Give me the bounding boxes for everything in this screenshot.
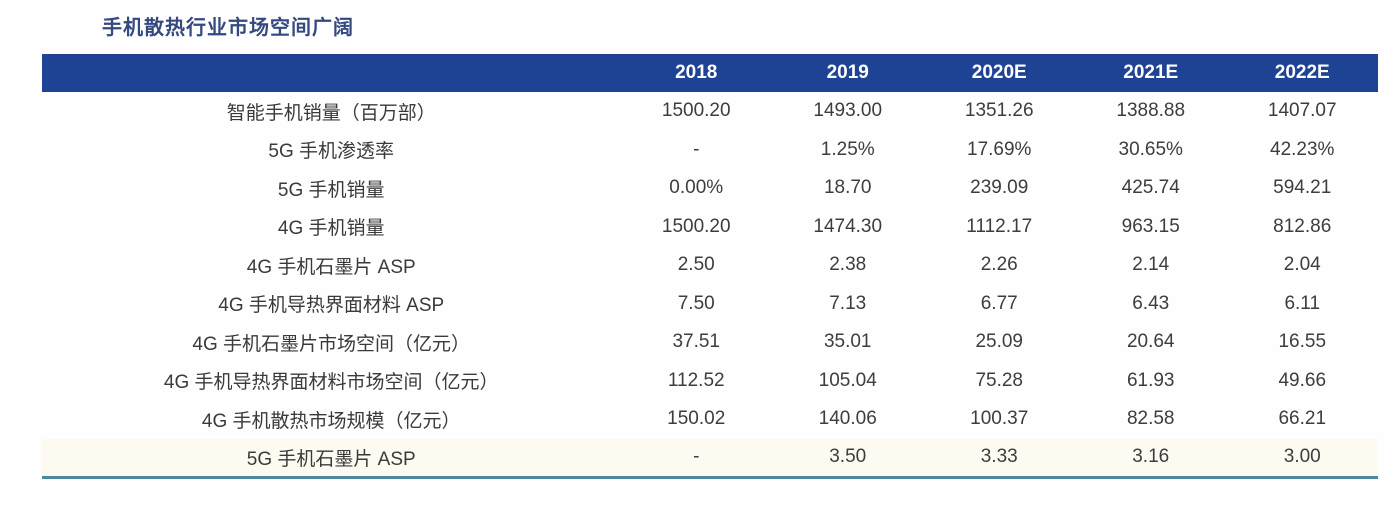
- cell-value: 100.37: [970, 408, 1029, 430]
- cell-value: 1500.20: [661, 215, 731, 237]
- cell-value: 1112.17: [966, 215, 1033, 237]
- cell-value: 1351.26: [964, 100, 1034, 122]
- cell-value: 0.00%: [669, 177, 724, 199]
- row-label: 智能手机销量（百万部）: [226, 102, 436, 124]
- cell-value: 1500.20: [661, 100, 731, 122]
- table-row: 5G 手机石墨片 ASP - 3.50 3.33 3.16 3.00: [42, 438, 1378, 477]
- row-label: 5G 手机销量: [277, 179, 385, 201]
- year-column-header: 2021E: [1123, 62, 1179, 83]
- market-size-table: 2018 2019 2020E 2021E 2022E 智能手机销量（百万部） 1500.…: [42, 54, 1378, 479]
- cell-value: 42.23%: [1270, 138, 1335, 160]
- table-row: 4G 手机销量 1500.20 1474.30 1112.17 963.15 812.86: [42, 208, 1378, 247]
- cell-value: 17.69%: [967, 138, 1032, 160]
- cell-value: 61.93: [1126, 369, 1175, 391]
- cell-value: 150.02: [667, 408, 726, 430]
- row-label: 4G 手机销量: [277, 218, 385, 240]
- cell-value: 2.14: [1132, 254, 1170, 276]
- cell-value: 594.21: [1273, 177, 1332, 199]
- cell-value: 105.04: [818, 369, 877, 391]
- cell-value: 35.01: [823, 331, 872, 353]
- row-label: 4G 手机导热界面材料市场空间（亿元）: [163, 372, 499, 394]
- row-label: 5G 手机渗透率: [268, 141, 395, 163]
- row-label: 4G 手机石墨片 ASP: [246, 256, 416, 278]
- cell-value: 2.38: [829, 254, 867, 276]
- cell-value: 7.13: [829, 292, 867, 314]
- row-label: 5G 手机石墨片 ASP: [246, 448, 416, 470]
- table-row: 4G 手机石墨片 ASP 2.50 2.38 2.26 2.14 2.04: [42, 246, 1378, 285]
- cell-value: 20.64: [1126, 331, 1175, 353]
- cell-value: 1388.88: [1116, 100, 1186, 122]
- cell-value: 37.51: [672, 331, 720, 353]
- market-size-table-section: 手机散热行业市场空间广阔 2018 2019 2020E 2021E 2022E 智能手…: [42, 14, 1378, 479]
- cell-value: 66.21: [1278, 408, 1327, 430]
- table-row: 4G 手机石墨片市场空间（亿元） 37.51 35.01 25.09 20.64 16.5…: [42, 323, 1378, 362]
- cell-value: 16.55: [1278, 331, 1327, 353]
- cell-value: 3.33: [980, 446, 1018, 467]
- cell-value: 6.77: [980, 292, 1018, 314]
- cell-value: 30.65%: [1118, 138, 1183, 160]
- cell-value: 75.28: [975, 369, 1023, 391]
- cell-value: 425.74: [1121, 177, 1180, 199]
- cell-value: 6.43: [1132, 292, 1170, 314]
- table-header: 2018 2019 2020E 2021E 2022E: [42, 54, 1378, 92]
- label-column-header: [42, 54, 620, 92]
- cell-value: 7.50: [677, 292, 715, 314]
- cell-value: 112.52: [667, 369, 725, 391]
- cell-value: 3.16: [1132, 446, 1170, 467]
- cell-value: 2.26: [980, 254, 1018, 276]
- cell-value: 49.66: [1278, 369, 1327, 391]
- cell-value: 6.11: [1284, 292, 1321, 314]
- table-row: 5G 手机渗透率 - 1.25% 17.69% 30.65% 42.23%: [42, 131, 1378, 170]
- row-label: 4G 手机导热界面材料 ASP: [218, 295, 445, 317]
- table-body: 智能手机销量（百万部） 1500.20 1493.00 1351.26 1388.88 1…: [42, 92, 1378, 477]
- cell-value: 3.50: [829, 446, 867, 467]
- year-column-header: 2018: [675, 62, 718, 83]
- cell-value: 140.06: [818, 408, 877, 430]
- year-column-header: 2020E: [971, 62, 1027, 83]
- table-row: 4G 手机散热市场规模（亿元） 150.02 140.06 100.37 82.58 66…: [42, 400, 1378, 439]
- cell-value: 239.09: [970, 177, 1029, 199]
- cell-value: 1.25%: [820, 138, 875, 160]
- cell-value: 25.09: [975, 331, 1023, 353]
- cell-value: 2.04: [1283, 254, 1321, 276]
- header-row: 2018 2019 2020E 2021E 2022E: [42, 54, 1378, 92]
- cell-value: 1407.07: [1267, 100, 1337, 122]
- cell-value: -: [693, 446, 700, 467]
- year-column-header: 2019: [826, 62, 869, 83]
- cell-value: 2.50: [677, 254, 715, 276]
- cell-value: 18.70: [823, 177, 872, 199]
- cell-value: 1474.30: [813, 215, 883, 237]
- year-column-header: 2022E: [1274, 62, 1330, 83]
- row-label: 4G 手机散热市场规模（亿元）: [201, 410, 461, 432]
- cell-value: 1493.00: [813, 100, 883, 122]
- table-row: 4G 手机导热界面材料 ASP 7.50 7.13 6.77 6.43 6.11: [42, 285, 1378, 324]
- cell-value: 3.00: [1283, 446, 1321, 467]
- table-title: 手机散热行业市场空间广阔: [102, 17, 354, 39]
- table-row: 5G 手机销量 0.00% 18.70 239.09 425.74 594.21: [42, 169, 1378, 208]
- row-label: 4G 手机石墨片市场空间（亿元）: [192, 333, 471, 355]
- cell-value: -: [693, 138, 700, 160]
- table-row: 智能手机销量（百万部） 1500.20 1493.00 1351.26 1388.88 1…: [42, 92, 1378, 131]
- cell-value: 812.86: [1273, 215, 1332, 237]
- table-row: 4G 手机导热界面材料市场空间（亿元） 112.52 105.04 75.28 61.9…: [42, 362, 1378, 401]
- cell-value: 963.15: [1121, 215, 1180, 237]
- cell-value: 82.58: [1126, 408, 1175, 430]
